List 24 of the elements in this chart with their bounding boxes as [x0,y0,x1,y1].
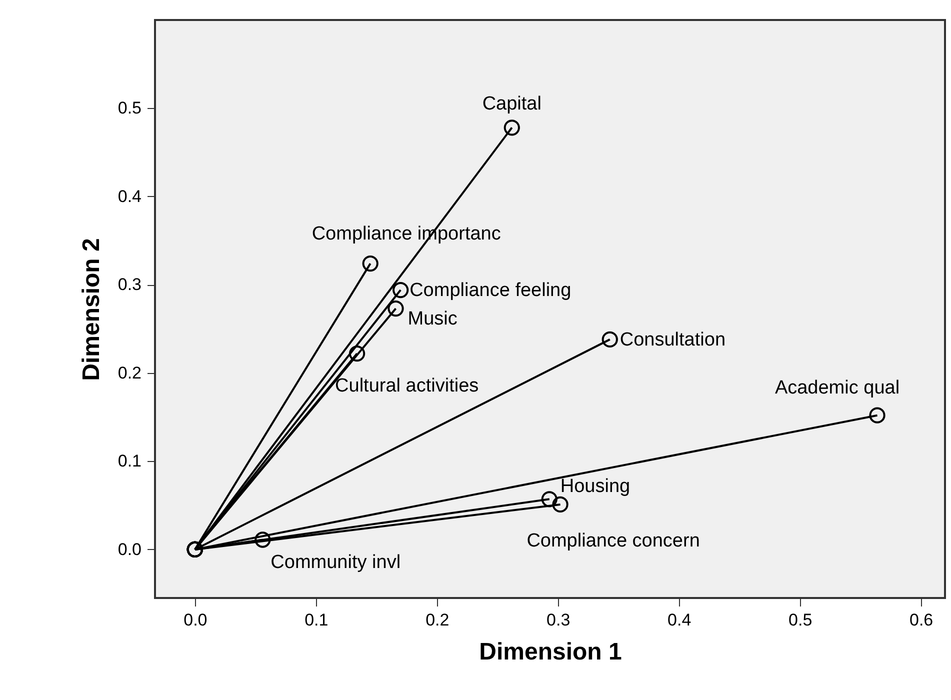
x-tick-label: 0.0 [184,610,208,630]
y-axis-title: Dimension 2 [78,238,105,381]
y-tick-label: 0.1 [118,452,142,471]
y-tick-label: 0.2 [118,363,142,382]
y-tick-label: 0.0 [118,540,142,559]
series-label: Music [408,308,458,330]
y-tick-label: 0.5 [118,98,142,118]
series-label: Consultation [620,329,726,350]
x-tick-label: 0.4 [668,610,692,630]
series-label: Cultural activities [335,376,479,397]
y-tick-label: 0.3 [118,275,142,294]
series-label: Community invl [270,552,401,573]
x-tick-label: 0.6 [909,610,934,630]
series-label: Compliance feeling [410,280,572,302]
series-label: Academic qual [774,377,900,398]
y-tick-label: 0.4 [118,186,142,206]
series-label: Capital [482,94,542,115]
x-tick-label: 0.2 [426,610,450,630]
x-tick-label: 0.3 [546,610,570,630]
x-tick-label: 0.5 [788,610,812,630]
x-axis-title: Dimension 1 [479,638,622,666]
x-tick-label: 0.1 [304,610,328,630]
series-label: Housing [560,476,630,498]
series-label: Compliance concern [526,530,700,552]
